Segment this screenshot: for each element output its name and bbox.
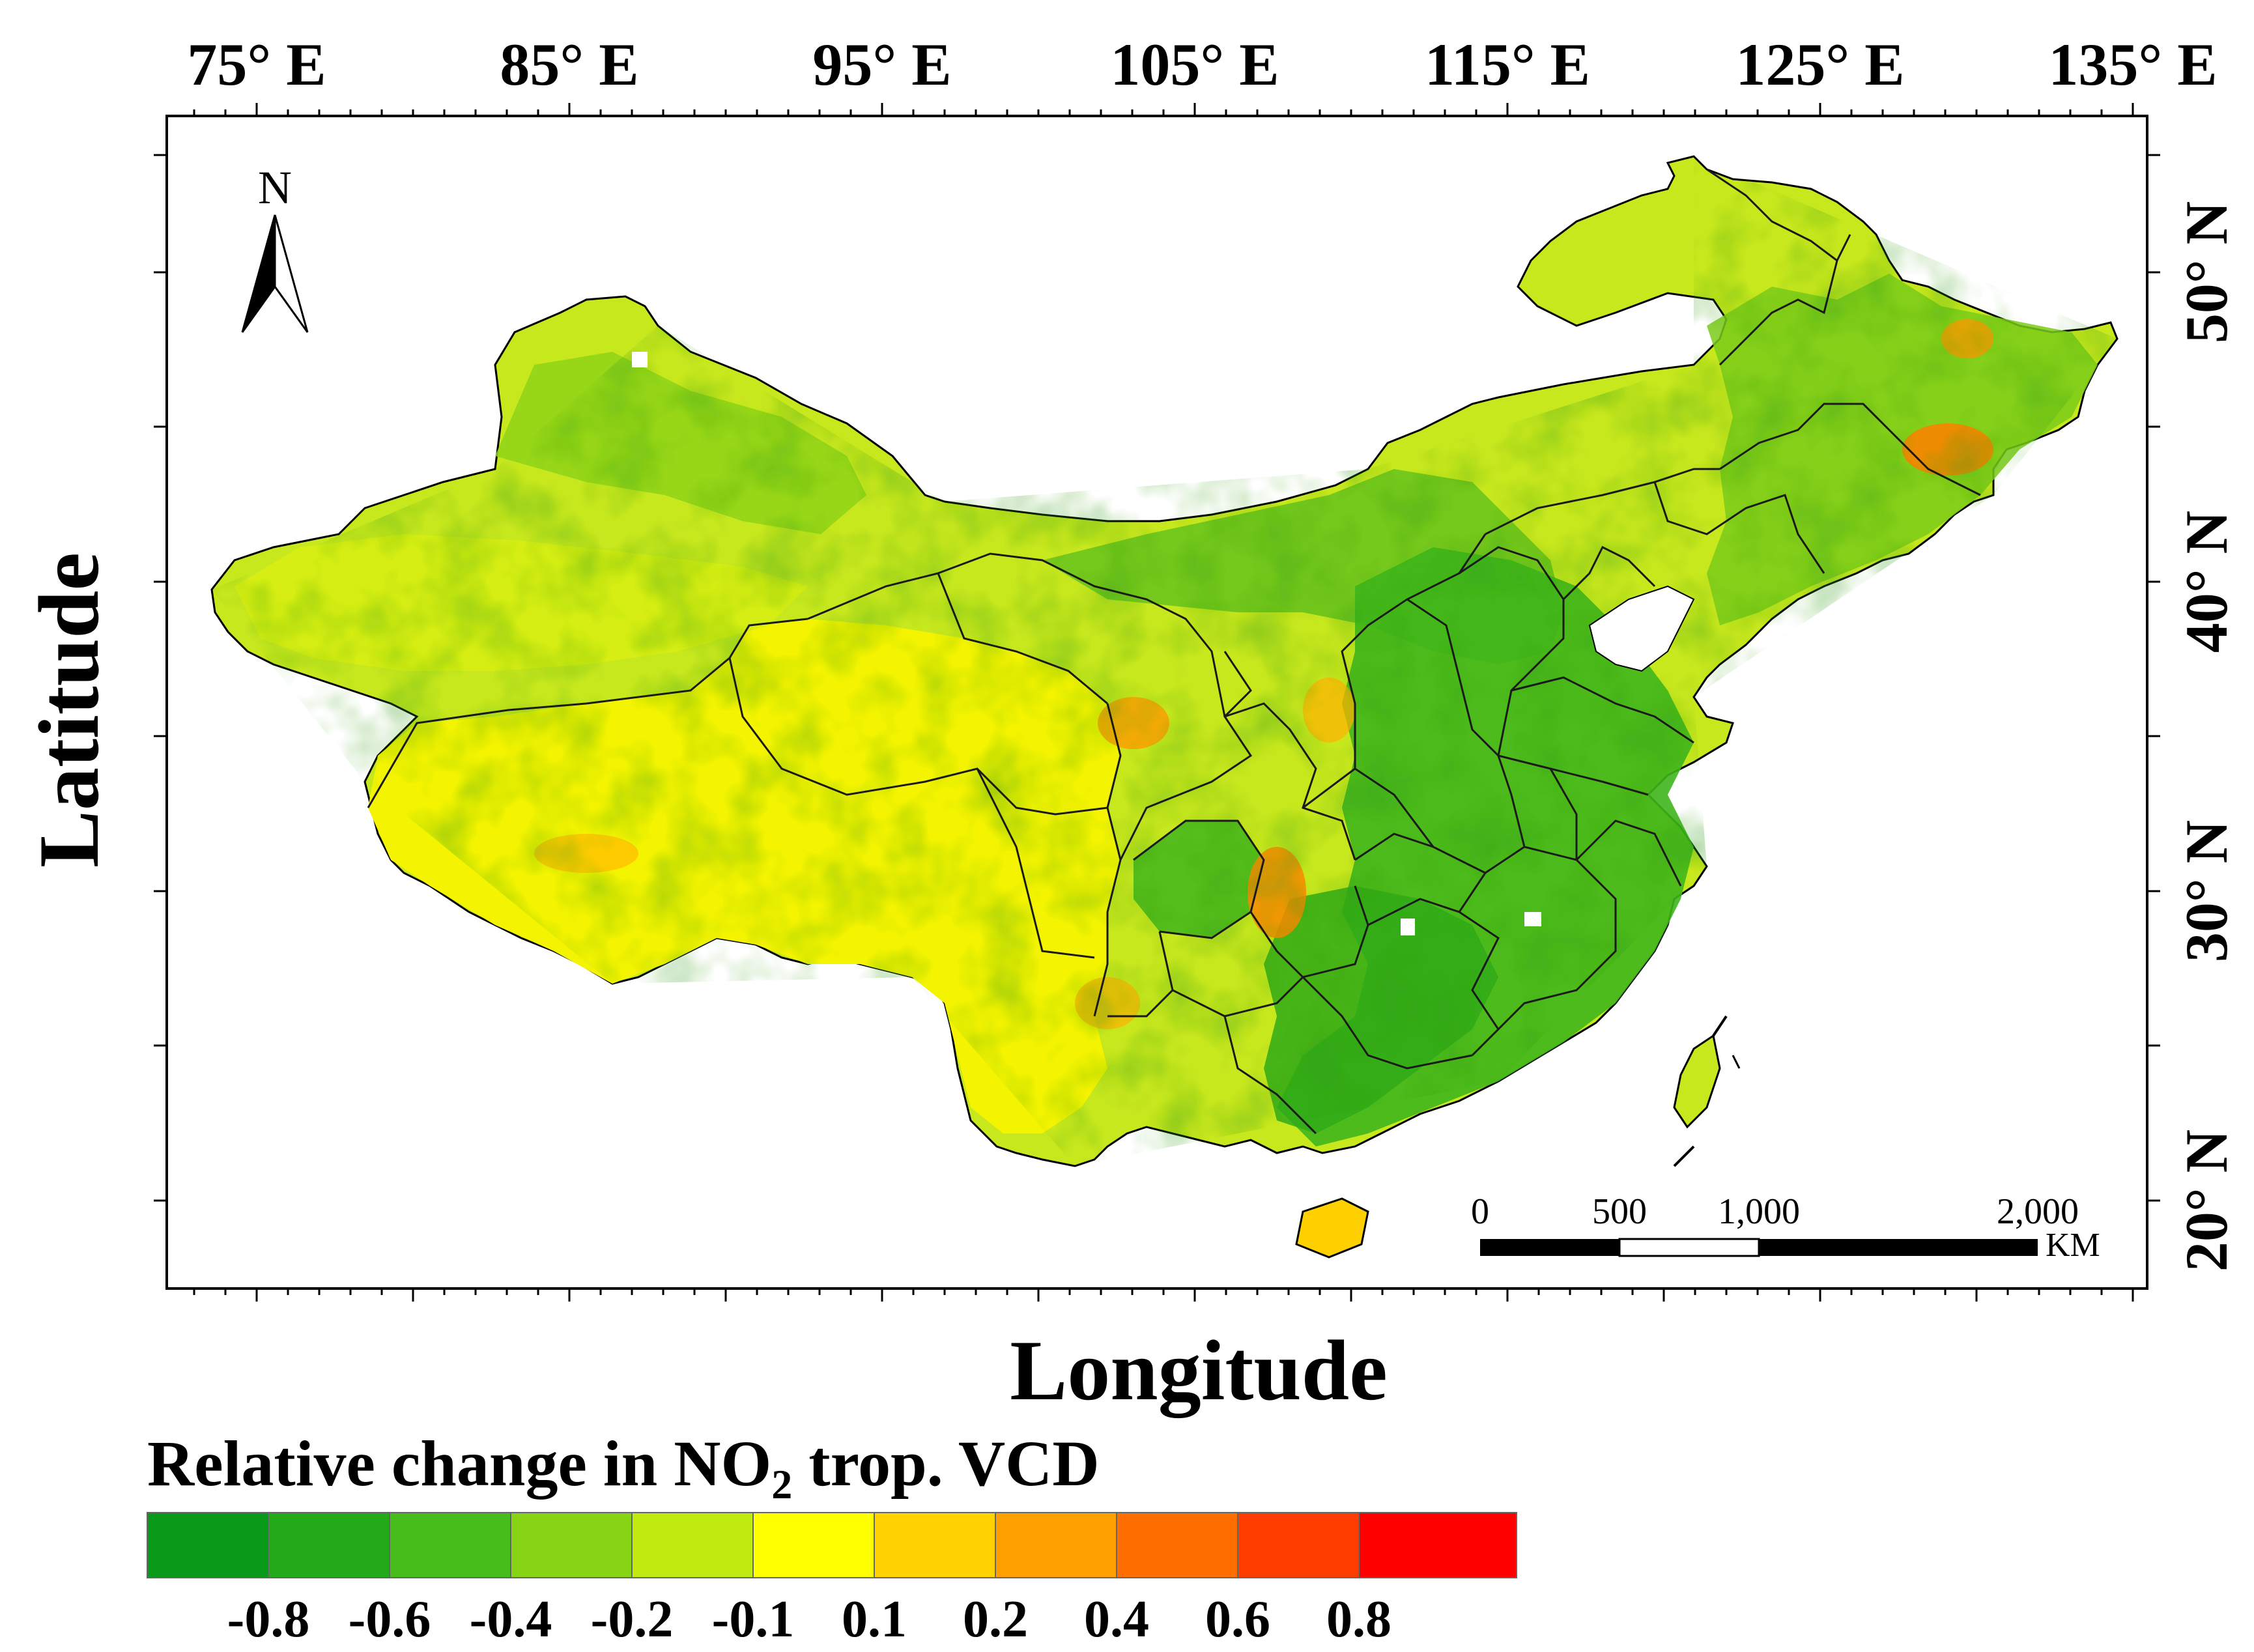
legend-tick-4: -0.1 — [712, 1591, 795, 1648]
scale-label-1000: 1,000 — [1718, 1191, 1800, 1232]
legend-title-subscript: 2 — [771, 1461, 792, 1507]
hainan-island — [1295, 1197, 1369, 1259]
scale-bar: 0 500 1,000 2,000 KM — [1471, 1191, 2100, 1264]
lat-label-50: 50° N — [2173, 201, 2240, 343]
south-sea-dash-2 — [1673, 1145, 1695, 1167]
scale-unit: KM — [2046, 1227, 2100, 1264]
legend-swatch-0 — [147, 1512, 269, 1578]
bohai-sea — [1588, 585, 1695, 672]
legend-tick-1: -0.6 — [349, 1591, 431, 1648]
north-arrow-label: N — [258, 162, 292, 214]
lake-dongting — [1524, 912, 1541, 926]
lake-xinjiang — [632, 352, 648, 367]
legend-title-prefix: Relative change in NO — [147, 1427, 771, 1500]
longitude-tick-labels: 75° E 85° E 95° E 105° E 115° E 125° E 1… — [187, 31, 2217, 98]
legend-swatch-2 — [389, 1512, 511, 1578]
legend-tick-2: -0.4 — [470, 1591, 552, 1648]
legend-colorbar — [147, 1512, 1517, 1578]
lon-label-95: 95° E — [812, 31, 951, 98]
legend-swatch-5 — [752, 1512, 875, 1578]
lake-qinghai — [1401, 919, 1415, 935]
latitude-tick-labels: 50° N 40° N 30° N 20° N — [2173, 201, 2240, 1272]
legend-swatch-4 — [631, 1512, 754, 1578]
lon-label-105: 105° E — [1110, 31, 1279, 98]
lon-label-135: 135° E — [2048, 31, 2217, 98]
province-borders — [367, 168, 1981, 1135]
lat-label-20: 20° N — [2173, 1130, 2240, 1272]
legend-tick-3: -0.2 — [591, 1591, 674, 1648]
legend-tick-0: -0.8 — [227, 1591, 310, 1648]
x-axis-title: Longitude — [1010, 1322, 1388, 1418]
lon-label-125: 125° E — [1735, 31, 1904, 98]
legend-swatch-8 — [1116, 1512, 1238, 1578]
legend-tick-8: 0.6 — [1205, 1591, 1270, 1648]
legend-swatch-3 — [510, 1512, 633, 1578]
china-map — [210, 155, 2118, 1259]
lat-label-40: 40° N — [2173, 511, 2240, 653]
legend-swatch-7 — [995, 1512, 1117, 1578]
taiwan-island — [1673, 1034, 1721, 1129]
scale-label-0: 0 — [1471, 1191, 1489, 1232]
legend-tick-9: 0.8 — [1326, 1591, 1391, 1648]
south-sea-dash-3 — [1732, 1055, 1741, 1069]
south-sea-dash-1 — [1712, 1015, 1728, 1037]
speckle-texture — [212, 156, 2117, 1166]
lon-label-85: 85° E — [500, 31, 638, 98]
legend-swatch-1 — [268, 1512, 390, 1578]
legend-tick-7: 0.4 — [1084, 1591, 1149, 1648]
legend-tick-6: 0.2 — [963, 1591, 1028, 1648]
lon-label-115: 115° E — [1425, 31, 1590, 98]
axis-ticks — [154, 103, 2160, 1302]
legend-tick-5: 0.1 — [842, 1591, 907, 1648]
legend-swatch-10 — [1358, 1512, 1517, 1578]
legend-swatch-9 — [1237, 1512, 1360, 1578]
legend-swatch-6 — [874, 1512, 996, 1578]
lon-label-75: 75° E — [187, 31, 326, 98]
lat-label-30: 30° N — [2173, 820, 2240, 962]
scale-label-500: 500 — [1592, 1191, 1647, 1232]
north-arrow-icon: N — [241, 162, 309, 333]
scale-label-2000: 2,000 — [1997, 1191, 2079, 1232]
legend-title: Relative change in NO2 trop. VCD — [147, 1427, 1100, 1507]
legend-title-suffix: trop. VCD — [792, 1427, 1099, 1500]
legend-tick-labels: -0.8 -0.6 -0.4 -0.2 -0.1 0.1 0.2 0.4 0.6… — [227, 1591, 1391, 1648]
y-axis-title: Latitude — [21, 552, 117, 868]
